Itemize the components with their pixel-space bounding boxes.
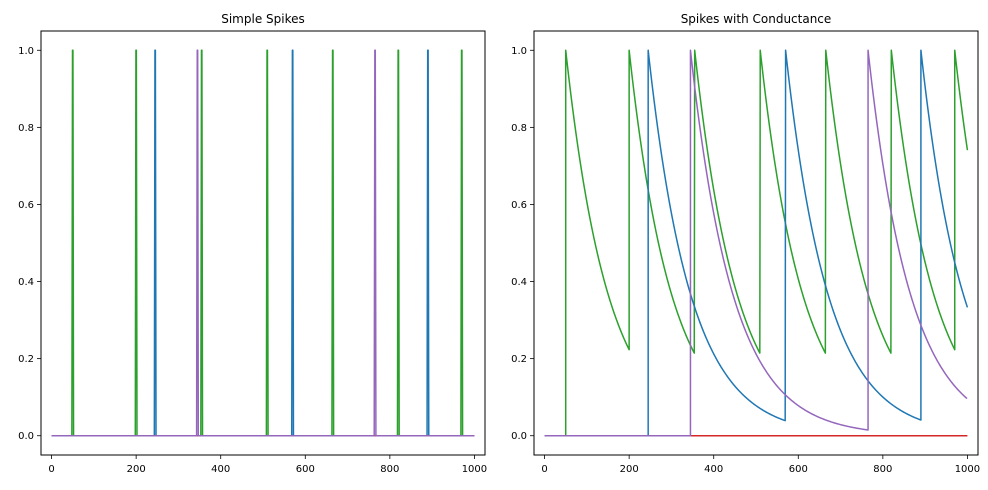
y-tick-label: 0.2 [18,354,34,365]
x-tick-label: 800 [380,464,399,475]
y-tick-label: 1.0 [18,46,34,57]
x-tick-label: 200 [620,464,639,475]
axes: 0 200 400 600 800 1000 0.0 0.2 0.4 0.6 0.8 1.0 [511,46,980,475]
y-tick-label: 0.0 [18,431,34,442]
x-tick-label: 1000 [955,464,980,475]
plot-area [544,49,969,437]
plot-area [51,49,475,437]
x-tick-label: 400 [211,464,230,475]
x-tick-label: 0 [48,464,54,475]
y-tick-label: 1.0 [511,46,527,57]
x-tick-label: 200 [127,464,146,475]
y-tick-label: 0.6 [511,200,527,211]
y-tick-label: 0.4 [18,277,34,288]
x-tick-label: 0 [541,464,547,475]
y-tick-label: 0.8 [18,123,34,134]
x-tick-label: 800 [873,464,892,475]
x-tick-label: 1000 [462,464,487,475]
chart-panel-spikes-with-conductance: Spikes with Conductance 0 200 400 600 800 100… [511,12,980,475]
series-line [51,49,475,437]
plot-frame [40,30,486,456]
series-line [544,49,969,437]
chart-panel-simple-spikes: Simple Spikes 0 200 400 600 800 1000 0.0 0.2 0.4… [18,12,487,475]
y-tick-label: 0.4 [511,277,527,288]
x-tick-label: 400 [704,464,723,475]
axes: 0 200 400 600 800 1000 0.0 0.2 0.4 0.6 0.8 1.0 [18,46,487,475]
chart-title: Spikes with Conductance [681,12,832,26]
series-line [544,49,968,437]
plot-frame [533,30,979,456]
x-tick-label: 600 [789,464,808,475]
series-line [544,49,969,437]
y-tick-label: 0.8 [511,123,527,134]
y-tick-label: 0.0 [511,431,527,442]
series-line [51,49,475,437]
series-line [51,49,475,437]
y-tick-label: 0.6 [18,200,34,211]
y-tick-label: 0.2 [511,354,527,365]
chart-title: Simple Spikes [221,12,305,26]
x-tick-label: 600 [296,464,315,475]
